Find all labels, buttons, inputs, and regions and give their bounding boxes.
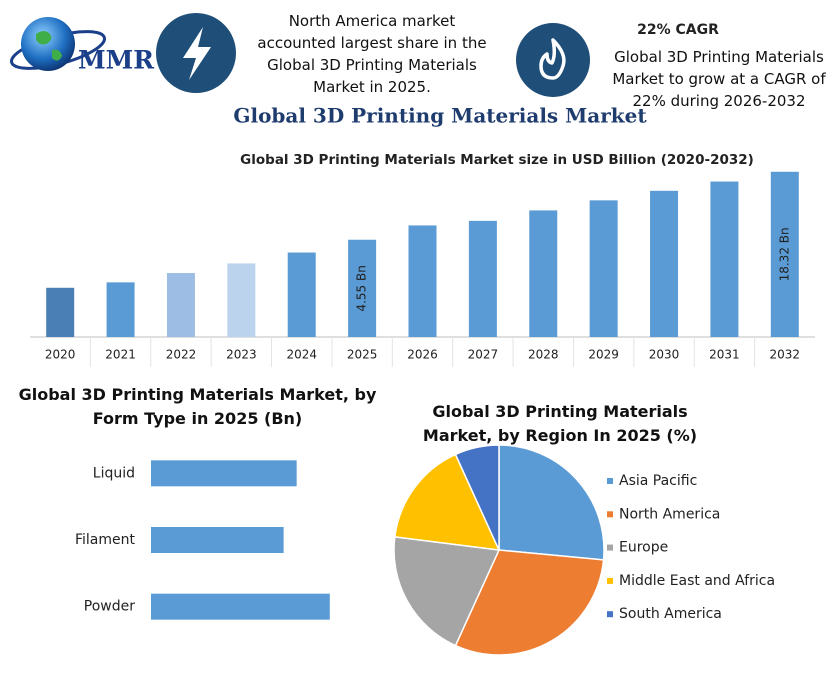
bar bbox=[408, 225, 437, 337]
x-tick-label: 2026 bbox=[407, 348, 438, 362]
legend-swatch bbox=[607, 544, 613, 551]
form-chart-title: Global 3D Printing Materials Market, by … bbox=[18, 385, 377, 428]
bar bbox=[650, 190, 679, 337]
legend-label: Middle East and Africa bbox=[619, 573, 775, 589]
left-text: North America market accounted largest s… bbox=[257, 12, 487, 96]
legend-swatch bbox=[607, 611, 613, 618]
lightning-bolt bbox=[183, 27, 211, 80]
x-tick-label: 2027 bbox=[468, 348, 499, 362]
x-tick-label: 2032 bbox=[770, 348, 801, 362]
x-tick-label: 2021 bbox=[105, 348, 136, 362]
logo-land bbox=[36, 31, 62, 61]
bar bbox=[151, 460, 297, 487]
bar bbox=[151, 527, 284, 553]
legend-swatch bbox=[607, 511, 613, 518]
pie-slice bbox=[498, 444, 605, 561]
logo-text: MMR bbox=[78, 46, 154, 75]
y-tick-label: Filament bbox=[75, 532, 136, 548]
y-tick-label: Powder bbox=[84, 599, 135, 615]
logo-globe bbox=[21, 17, 75, 71]
x-tick-label: 2028 bbox=[528, 348, 559, 362]
pie-slice bbox=[454, 444, 500, 551]
value-label: 18.32 Bn bbox=[777, 227, 791, 281]
bar bbox=[151, 593, 330, 620]
legend-swatch bbox=[607, 577, 613, 584]
x-tick-label: 2022 bbox=[166, 348, 197, 362]
bar bbox=[46, 287, 75, 337]
pie-slice bbox=[454, 549, 605, 656]
legend-swatch bbox=[607, 478, 613, 484]
x-tick-label: 2029 bbox=[588, 348, 619, 362]
pie-slice bbox=[393, 453, 501, 551]
x-tick-label: 2020 bbox=[45, 348, 76, 362]
bar bbox=[166, 273, 195, 337]
bar-chart-title: Global 3D Printing Materials Market size… bbox=[240, 152, 754, 168]
x-tick-label: 2030 bbox=[649, 348, 680, 362]
bar bbox=[348, 239, 377, 337]
x-tick-label: 2023 bbox=[226, 348, 257, 362]
x-tick-label: 2024 bbox=[286, 348, 317, 362]
flame-shape bbox=[539, 38, 566, 80]
x-tick-label: 2025 bbox=[347, 348, 378, 362]
bar bbox=[529, 210, 558, 337]
bar bbox=[287, 252, 316, 337]
bar bbox=[106, 282, 135, 337]
value-label: 4.55 Bn bbox=[355, 265, 369, 311]
cagr-text: Global 3D Printing Materials Market to g… bbox=[612, 48, 826, 110]
bar bbox=[710, 181, 739, 337]
legend-label: North America bbox=[619, 506, 720, 522]
region-chart-title: Global 3D Printing Materials Market, by … bbox=[422, 402, 698, 445]
bar bbox=[227, 263, 256, 337]
y-tick-label: Liquid bbox=[93, 465, 135, 481]
bar bbox=[770, 171, 799, 337]
legend-label: Europe bbox=[619, 540, 668, 556]
pie-slice bbox=[393, 536, 501, 647]
bar bbox=[589, 200, 618, 337]
x-tick-label: 2031 bbox=[709, 348, 740, 362]
bar bbox=[468, 220, 497, 337]
legend-label: Asia Pacific bbox=[619, 473, 697, 489]
legend-label: South America bbox=[619, 606, 722, 622]
main-title: Global 3D Printing Materials Market bbox=[233, 104, 647, 128]
cagr-title: 22% CAGR bbox=[637, 22, 719, 38]
